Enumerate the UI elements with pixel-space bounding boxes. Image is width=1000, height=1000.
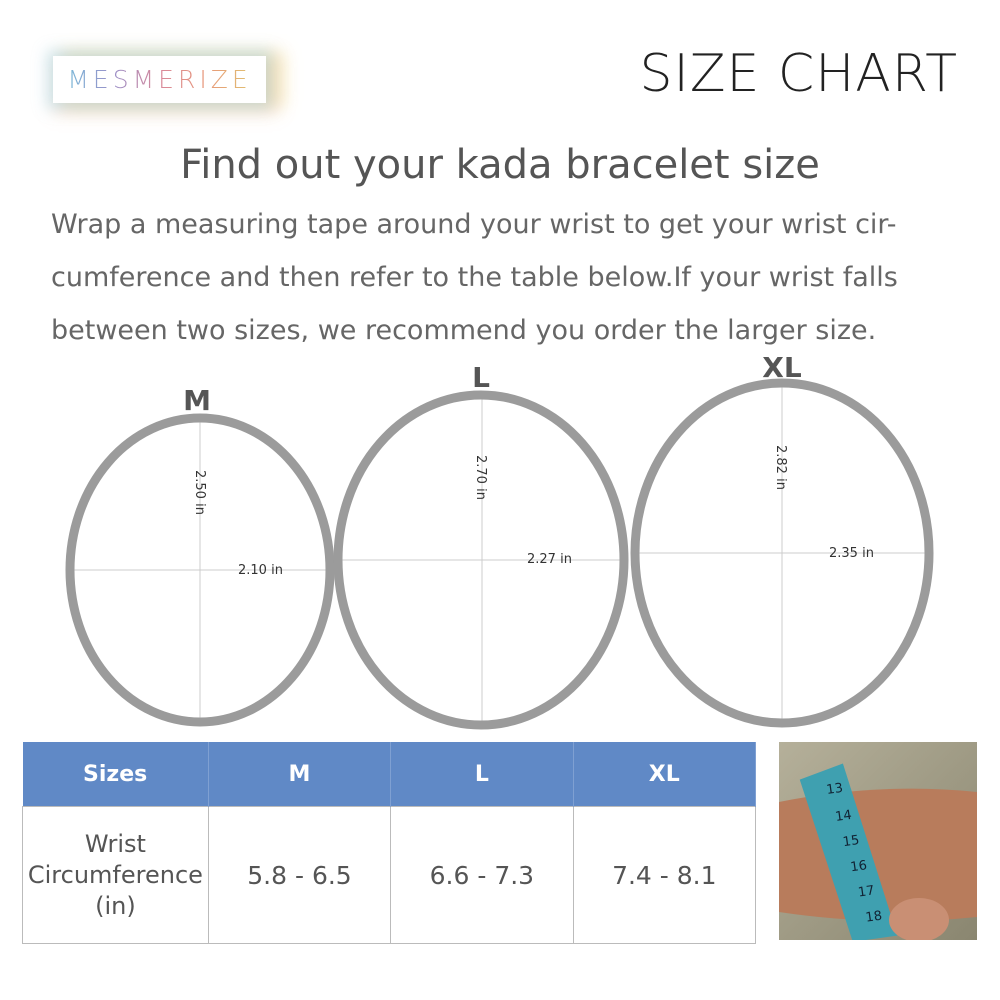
brand-logo: MESMERIZE (53, 56, 266, 103)
ring-size-label: M (183, 384, 211, 417)
ring-height-label: 2.70 in (473, 455, 488, 500)
header-xl: XL (573, 742, 757, 807)
tape-mark: 13 (825, 781, 843, 798)
header-m: M (208, 742, 392, 807)
ring-m: M 2.50 in 2.10 in (65, 384, 335, 727)
ring-width-label: 2.35 in (829, 546, 874, 561)
tape-mark: 18 (865, 909, 883, 926)
table-header-row: Sizes M L XL (22, 742, 757, 807)
header-sizes: Sizes (22, 742, 209, 807)
ring-size-label: L (472, 361, 490, 394)
ring-height-label: 2.82 in (773, 445, 788, 490)
wrist-measuring-photo: 13 14 15 16 17 18 (779, 742, 977, 940)
ring-height-label: 2.50 in (192, 470, 207, 515)
page-title: SIZE CHART (639, 44, 958, 104)
heading: Find out your kada bracelet size (180, 142, 820, 188)
value-l: 6.6 - 7.3 (390, 806, 574, 944)
ring-width-label: 2.10 in (238, 563, 283, 578)
description: Wrap a measuring tape around your wrist … (51, 209, 898, 346)
row-label: Wrist Circumference (in) (22, 806, 209, 944)
ring-l: L 2.70 in 2.27 in (333, 361, 629, 730)
value-xl: 7.4 - 8.1 (572, 806, 757, 944)
size-table: Sizes M L XL Wrist Circumference (in) 5.… (22, 742, 757, 944)
ring-diagrams: M 2.50 in 2.10 in L 2.70 in 2.27 in XL 2… (65, 351, 934, 730)
row-label-line: (in) (95, 891, 136, 920)
tape-mark: 14 (834, 808, 852, 825)
table-row: Wrist Circumference (in) 5.8 - 6.5 6.6 -… (22, 806, 757, 944)
value-m: 5.8 - 6.5 (207, 806, 392, 944)
tape-mark: 17 (857, 883, 875, 900)
tape-mark: 16 (849, 858, 867, 875)
row-label-line: Wrist (84, 829, 146, 858)
logo-text: MESMERIZE (67, 65, 252, 94)
header-l: L (390, 742, 574, 807)
ring-xl: XL 2.82 in 2.35 in (630, 351, 934, 728)
tape-mark: 15 (842, 833, 860, 850)
ring-width-label: 2.27 in (527, 552, 572, 567)
row-label-line: Circumference (27, 860, 203, 889)
ring-size-label: XL (762, 351, 802, 384)
